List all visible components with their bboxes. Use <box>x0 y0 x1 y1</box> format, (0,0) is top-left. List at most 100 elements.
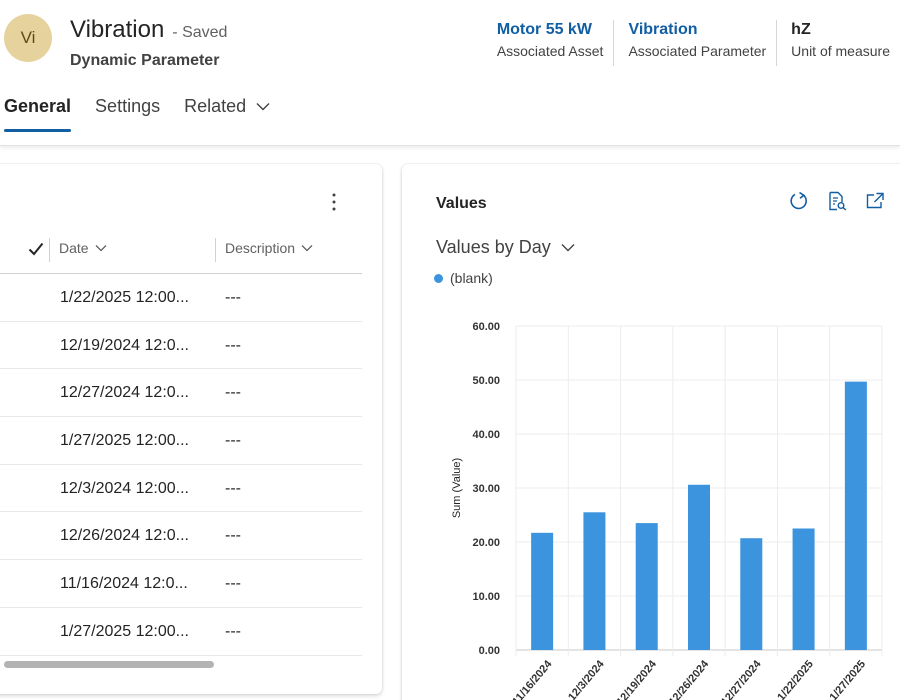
header-fields: Motor 55 kW Associated Asset Vibration A… <box>497 20 900 66</box>
record-title: Vibration <box>70 16 165 43</box>
cell-description: --- <box>225 622 241 640</box>
chart-view-selector[interactable]: Values by Day <box>436 237 575 258</box>
tab-general-label: General <box>4 96 72 116</box>
grid-rows: 1/22/2025 12:00... --- 12/19/2024 12:0...… <box>0 274 362 656</box>
table-row[interactable]: 12/19/2024 12:0... --- <box>0 322 362 370</box>
x-tick-label: 1/27/2025 <box>828 658 869 700</box>
cell-description: --- <box>225 289 241 306</box>
y-tick-label: 40.00 <box>472 429 500 441</box>
table-row[interactable]: 1/27/2025 12:00... --- <box>0 417 362 465</box>
cell-date: 1/27/2025 12:00... <box>60 622 189 640</box>
column-header-date-label: Date <box>59 240 89 256</box>
expand-chart-button[interactable] <box>864 190 886 212</box>
cell-date: 1/27/2025 12:00... <box>60 432 189 450</box>
associated-parameter-label: Associated Parameter <box>628 43 767 59</box>
select-all-checkmark[interactable] <box>28 242 44 261</box>
record-header: Vi Vibration - Saved Dynamic Parameter M… <box>0 0 900 146</box>
cell-date: 12/3/2024 12:00... <box>60 479 189 497</box>
horizontal-scrollbar[interactable] <box>4 661 214 668</box>
cell-description: --- <box>225 575 241 593</box>
record-title-row: Vibration - Saved <box>70 16 227 44</box>
entity-type-label: Dynamic Parameter <box>70 52 220 69</box>
tab-general[interactable]: General <box>4 94 72 138</box>
chevron-down-icon <box>95 245 107 252</box>
bar[interactable] <box>740 538 763 650</box>
bar[interactable] <box>688 484 710 650</box>
refresh-button[interactable] <box>788 190 810 212</box>
y-tick-label: 10.00 <box>472 591 500 603</box>
tab-settings[interactable]: Settings <box>95 94 160 138</box>
cell-description: --- <box>225 432 241 450</box>
column-divider <box>49 238 50 262</box>
associated-parameter-link[interactable]: Vibration <box>628 21 698 38</box>
table-row[interactable]: 12/3/2024 12:00... --- <box>0 465 362 513</box>
y-tick-label: 30.00 <box>472 483 500 495</box>
x-tick-label: 12/3/2024 <box>566 658 607 700</box>
tab-settings-label: Settings <box>95 96 161 116</box>
table-row[interactable]: 12/26/2024 12:0... --- <box>0 512 362 561</box>
cell-description: --- <box>225 336 241 354</box>
tab-related[interactable]: Related <box>184 94 270 138</box>
x-tick-label: 12/27/2024 <box>719 658 764 700</box>
cell-description: --- <box>225 527 241 545</box>
save-status: - Saved <box>172 24 228 41</box>
y-tick-label: 0.00 <box>479 645 500 657</box>
legend-label: (blank) <box>450 270 493 286</box>
view-records-icon <box>829 191 847 211</box>
x-tick-label: 1/22/2025 <box>775 658 816 700</box>
cell-date: 1/22/2025 12:00... <box>60 289 189 306</box>
y-axis-title: Sum (Value) <box>451 458 463 518</box>
more-options-button[interactable] <box>324 190 344 214</box>
chevron-down-icon <box>256 96 270 116</box>
checkmark-icon <box>28 242 44 256</box>
chart-actions <box>788 190 900 212</box>
chart-view-label: Values by Day <box>436 237 551 257</box>
values-chart-card: Values Values by Day (blank) 0.00 10.00 20… <box>402 164 900 700</box>
expand-chart-icon <box>866 192 884 209</box>
unit-of-measure-label: Unit of measure <box>791 43 890 59</box>
more-vertical-icon <box>332 193 336 211</box>
record-avatar: Vi <box>4 14 52 62</box>
y-tick-label: 60.00 <box>472 321 500 333</box>
header-field-unit-of-measure: hZ Unit of measure <box>777 20 900 66</box>
header-field-associated-parameter: Vibration Associated Parameter <box>614 20 778 66</box>
table-row[interactable]: 1/27/2025 12:00... --- <box>0 608 362 656</box>
chevron-down-icon <box>561 244 575 252</box>
table-row[interactable]: 12/27/2024 12:0... --- <box>0 369 362 418</box>
values-bar-chart: 0.00 10.00 20.00 30.00 40.00 50.00 60.00 Sum (V… <box>451 321 883 700</box>
table-row[interactable]: 1/22/2025 12:00... --- <box>0 274 362 322</box>
tab-related-label: Related <box>184 96 247 116</box>
x-tick-label: 11/16/2024 <box>510 658 555 700</box>
refresh-icon <box>790 191 807 210</box>
legend-swatch <box>434 273 443 283</box>
column-divider <box>215 238 216 262</box>
table-row[interactable]: 11/16/2024 12:0... --- <box>0 560 362 608</box>
bar[interactable] <box>583 512 606 650</box>
chart-legend: (blank) <box>434 270 493 286</box>
unit-of-measure-value: hZ <box>791 21 811 38</box>
chart-panel-title: Values <box>436 195 487 212</box>
grid-header: Date Description <box>0 226 362 274</box>
associated-asset-link[interactable]: Motor 55 kW <box>496 21 592 38</box>
x-tick-label: 12/19/2024 <box>614 658 659 700</box>
associated-asset-label: Associated Asset <box>496 43 604 59</box>
cell-description: --- <box>225 479 241 497</box>
cell-date: 12/27/2024 12:0... <box>60 384 189 402</box>
cell-date: 12/26/2024 12:0... <box>60 527 189 545</box>
y-tick-label: 50.00 <box>472 375 500 387</box>
bar[interactable] <box>844 381 867 650</box>
x-tick-label: 12/26/2024 <box>667 658 712 700</box>
header-field-associated-asset: Motor 55 kW Associated Asset <box>497 20 615 66</box>
column-header-description[interactable]: Description <box>225 240 313 256</box>
y-tick-label: 20.00 <box>472 537 500 549</box>
bar[interactable] <box>792 528 815 651</box>
record-tabs: General Settings Related <box>4 94 294 138</box>
cell-date: 11/16/2024 12:0... <box>60 575 188 593</box>
view-records-button[interactable] <box>826 190 848 212</box>
bar[interactable] <box>635 523 658 650</box>
cell-date: 12/19/2024 12:0... <box>60 336 189 354</box>
values-grid-card: Date Description 1/22/2025 12:00... --- 1… <box>0 164 382 694</box>
column-header-date[interactable]: Date <box>59 240 107 256</box>
bar[interactable] <box>531 532 554 650</box>
chevron-down-icon <box>301 245 313 252</box>
